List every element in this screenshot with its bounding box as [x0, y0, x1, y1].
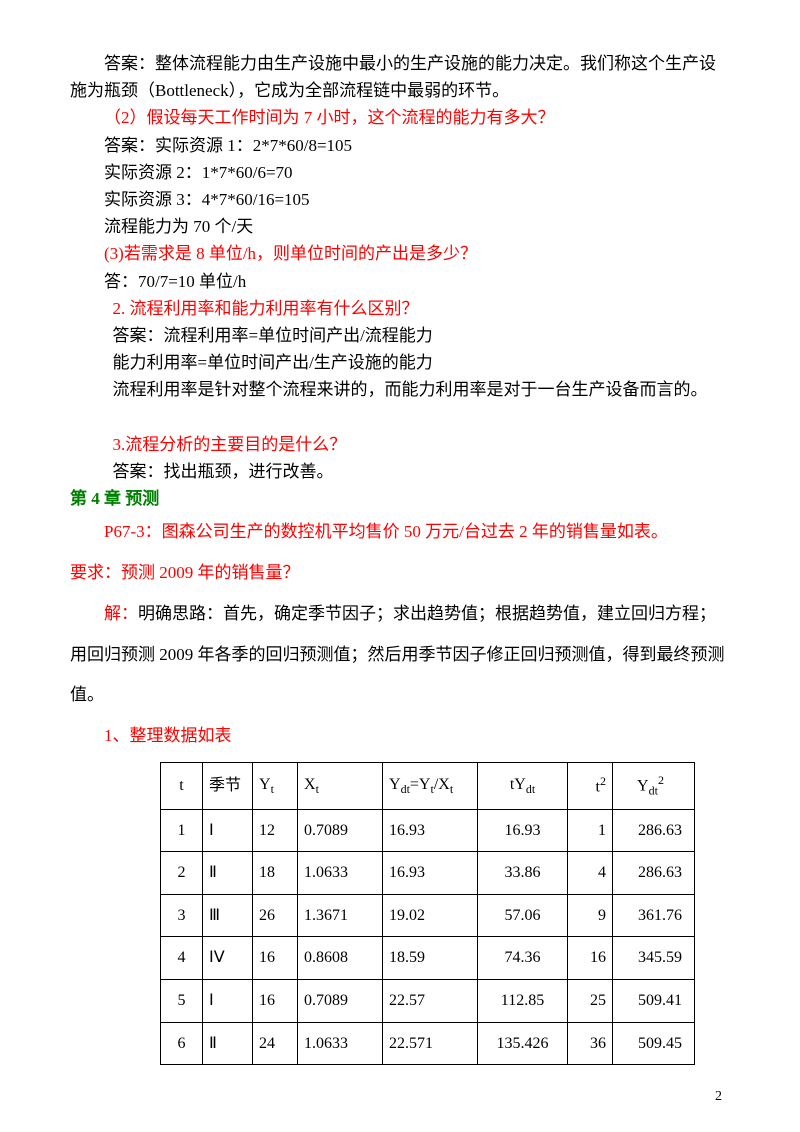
table-cell: 16.93: [383, 852, 478, 895]
table-cell: 18: [253, 852, 298, 895]
answer-output: 答：70/7=10 单位/h: [70, 268, 730, 295]
problem-p67-3: P67-3：图森公司生产的数控机平均售价 50 万元/台过去 2 年的销售量如表…: [70, 512, 730, 553]
table-cell: 16.93: [383, 809, 478, 852]
header-yt: Yt: [253, 762, 298, 809]
answer-cap-util: 能力利用率=单位时间产出/生产设施的能力: [70, 349, 730, 376]
solution-text: 明确思路：首先，确定季节因子；求出趋势值；根据趋势值，建立回归方程；用回归预测 …: [70, 604, 725, 705]
header-t2: t2: [568, 762, 613, 809]
table-cell: 1.3671: [298, 894, 383, 937]
table-cell: 286.63: [613, 852, 695, 895]
answer-paragraph-1: 答案：整体流程能力由生产设施中最小的生产设施的能力决定。我们称这个生产设施为瓶颈…: [70, 50, 730, 104]
table-row: 1Ⅰ120.708916.9316.931286.63: [161, 809, 695, 852]
answer-resource-1: 答案：实际资源 1：2*7*60/8=105: [70, 132, 730, 159]
table-header-row: t 季节 Yt Xt Ydt=Yt/Xt tYdt t2 Ydt2: [161, 762, 695, 809]
header-xt: Xt: [298, 762, 383, 809]
question-analysis: 3.流程分析的主要目的是什么？: [70, 431, 730, 458]
table-cell: 0.7089: [298, 980, 383, 1023]
answer-resource-3: 实际资源 3：4*7*60/16=105: [70, 186, 730, 213]
table-cell: 2: [161, 852, 203, 895]
question-3: (3)若需求是 8 单位/h，则单位时间的产出是多少？: [70, 240, 730, 267]
table-cell: 16: [253, 980, 298, 1023]
table-cell: ⅠⅤ: [203, 937, 253, 980]
answer-resource-2: 实际资源 2：1*7*60/6=70: [70, 159, 730, 186]
table-cell: 0.7089: [298, 809, 383, 852]
table-cell: 112.85: [478, 980, 568, 1023]
table-cell: 24: [253, 1022, 298, 1065]
table-cell: 25: [568, 980, 613, 1023]
step-1-title: 1、整理数据如表: [70, 716, 730, 757]
table-cell: 509.41: [613, 980, 695, 1023]
table-row: 4ⅠⅤ160.860818.5974.3616345.59: [161, 937, 695, 980]
question-2: （2）假设每天工作时间为 7 小时，这个流程的能力有多大？: [70, 104, 730, 131]
table-cell: 57.06: [478, 894, 568, 937]
table-cell: 36: [568, 1022, 613, 1065]
chapter-title: 第 4 章 预测: [70, 485, 730, 512]
table-cell: 345.59: [613, 937, 695, 980]
header-ydt: Ydt=Yt/Xt: [383, 762, 478, 809]
data-table: t 季节 Yt Xt Ydt=Yt/Xt tYdt t2 Ydt2 1Ⅰ120.…: [160, 762, 695, 1065]
header-tydt: tYdt: [478, 762, 568, 809]
table-cell: 22.57: [383, 980, 478, 1023]
answer-flow-util: 答案：流程利用率=单位时间产出/流程能力: [70, 322, 730, 349]
table-cell: 1.0633: [298, 852, 383, 895]
table-cell: 19.02: [383, 894, 478, 937]
table-cell: 18.59: [383, 937, 478, 980]
page-number: 2: [715, 1086, 722, 1108]
table-cell: 22.571: [383, 1022, 478, 1065]
table-cell: 135.426: [478, 1022, 568, 1065]
question-utilization: 2. 流程利用率和能力利用率有什么区别？: [70, 295, 730, 322]
table-row: 3Ⅲ261.367119.0257.069361.76: [161, 894, 695, 937]
table-cell: 286.63: [613, 809, 695, 852]
table-cell: 26: [253, 894, 298, 937]
table-cell: 3: [161, 894, 203, 937]
header-season: 季节: [203, 762, 253, 809]
table-cell: 1.0633: [298, 1022, 383, 1065]
answer-bottleneck: 答案：找出瓶颈，进行改善。: [70, 458, 730, 485]
table-cell: 1: [568, 809, 613, 852]
table-cell: 509.45: [613, 1022, 695, 1065]
table-cell: 9: [568, 894, 613, 937]
spacer: [70, 403, 730, 430]
table-row: 5Ⅰ160.708922.57112.8525509.41: [161, 980, 695, 1023]
table-cell: 5: [161, 980, 203, 1023]
header-t: t: [161, 762, 203, 809]
requirement: 要求：预测 2009 年的销售量？: [70, 553, 730, 594]
table-cell: 16: [568, 937, 613, 980]
table-row: 6Ⅱ241.063322.571135.42636509.45: [161, 1022, 695, 1065]
table-cell: 361.76: [613, 894, 695, 937]
table-cell: 6: [161, 1022, 203, 1065]
table-cell: Ⅰ: [203, 809, 253, 852]
table-cell: 74.36: [478, 937, 568, 980]
table-cell: 0.8608: [298, 937, 383, 980]
table-cell: Ⅱ: [203, 1022, 253, 1065]
table-cell: 16: [253, 937, 298, 980]
table-cell: Ⅲ: [203, 894, 253, 937]
answer-util-diff: 流程利用率是针对整个流程来讲的，而能力利用率是对于一台生产设备而言的。: [70, 376, 730, 403]
solution-approach: 解：明确思路：首先，确定季节因子；求出趋势值；根据趋势值，建立回归方程；用回归预…: [70, 594, 730, 716]
answer-capacity: 流程能力为 70 个/天: [70, 213, 730, 240]
table-cell: 4: [568, 852, 613, 895]
table-cell: 16.93: [478, 809, 568, 852]
table-cell: 1: [161, 809, 203, 852]
header-ydt2: Ydt2: [613, 762, 695, 809]
table-cell: 12: [253, 809, 298, 852]
table-cell: Ⅰ: [203, 980, 253, 1023]
table-cell: Ⅱ: [203, 852, 253, 895]
table-row: 2Ⅱ181.063316.9333.864286.63: [161, 852, 695, 895]
table-cell: 4: [161, 937, 203, 980]
solution-label: 解：: [104, 604, 138, 623]
table-cell: 33.86: [478, 852, 568, 895]
